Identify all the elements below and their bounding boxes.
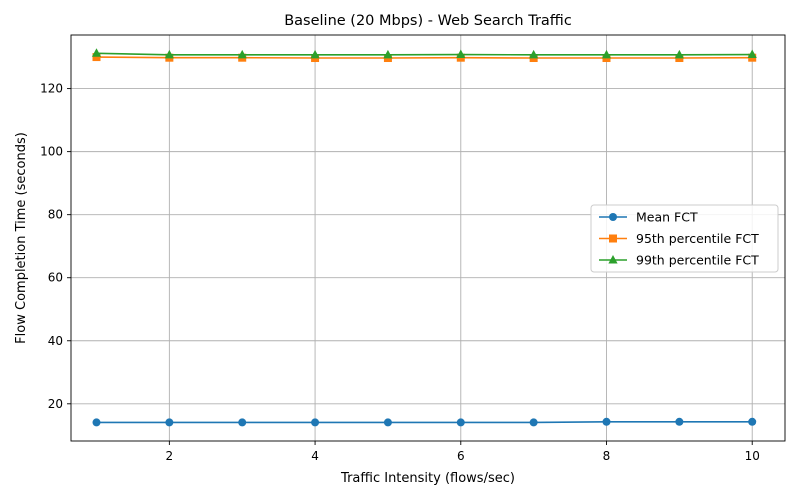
data-point-marker: [383, 49, 393, 59]
data-point-marker: [529, 49, 539, 59]
data-point-marker: [164, 49, 174, 59]
series-group: [91, 48, 757, 427]
data-point-marker: [529, 418, 538, 427]
data-point-marker: [675, 417, 684, 426]
y-tick-label: 20: [48, 397, 63, 411]
data-point-marker: [237, 49, 247, 59]
x-tick-label: 8: [603, 449, 611, 463]
data-point-marker: [747, 49, 757, 59]
data-point-marker: [92, 53, 101, 62]
legend-marker: [608, 255, 618, 264]
data-point-marker: [674, 49, 684, 59]
legend-item: 99th percentile FCT: [599, 253, 759, 268]
data-point-marker: [92, 418, 101, 427]
y-tick-label: 40: [48, 334, 63, 348]
series-3: [91, 48, 757, 59]
data-point-marker: [383, 418, 392, 427]
legend-label: 99th percentile FCT: [636, 253, 759, 268]
legend-box: [590, 204, 779, 273]
chart-title: Baseline (20 Mbps) - Web Search Traffic: [284, 13, 572, 29]
data-point-marker: [238, 418, 247, 427]
y-tick-label: 100: [40, 145, 63, 159]
data-point-marker: [456, 49, 466, 59]
x-axis-label: Traffic Intensity (flows/sec): [340, 471, 515, 486]
legend-label: 95th percentile FCT: [636, 231, 759, 246]
x-tick-label: 4: [311, 449, 319, 463]
x-tick-label: 6: [457, 449, 465, 463]
data-point-marker: [601, 49, 612, 59]
data-point-marker: [91, 48, 102, 57]
data-point-marker: [456, 418, 465, 427]
data-point-marker: [602, 417, 611, 426]
y-tick-label: 60: [48, 271, 63, 285]
y-tick-label: 80: [48, 208, 63, 222]
data-point-marker: [165, 418, 174, 427]
data-point-marker: [311, 418, 320, 427]
legend-item: 95th percentile FCT: [599, 231, 759, 246]
legend-marker: [609, 234, 617, 243]
series-line: [96, 52, 753, 56]
data-point-marker: [310, 49, 320, 59]
legend-marker: [609, 213, 617, 221]
series-1: [92, 417, 757, 427]
y-axis-label: Flow Completion Time (seconds): [14, 132, 29, 344]
y-tick-label: 120: [40, 82, 63, 96]
x-tick-label: 2: [166, 449, 174, 463]
legend-label: Mean FCT: [636, 210, 698, 225]
axis-ticks: 2 4 6 8 10 20 40 60 80 100 120: [40, 82, 760, 463]
plot-frame: [70, 34, 786, 442]
series-line: [96, 420, 753, 424]
legend: Mean FCT 95th percentile FCT 99th percenti…: [590, 204, 779, 273]
series-line: [96, 56, 753, 59]
x-tick-label: 10: [745, 449, 760, 463]
legend-item: Mean FCT: [599, 210, 698, 225]
data-point-marker: [748, 417, 757, 426]
